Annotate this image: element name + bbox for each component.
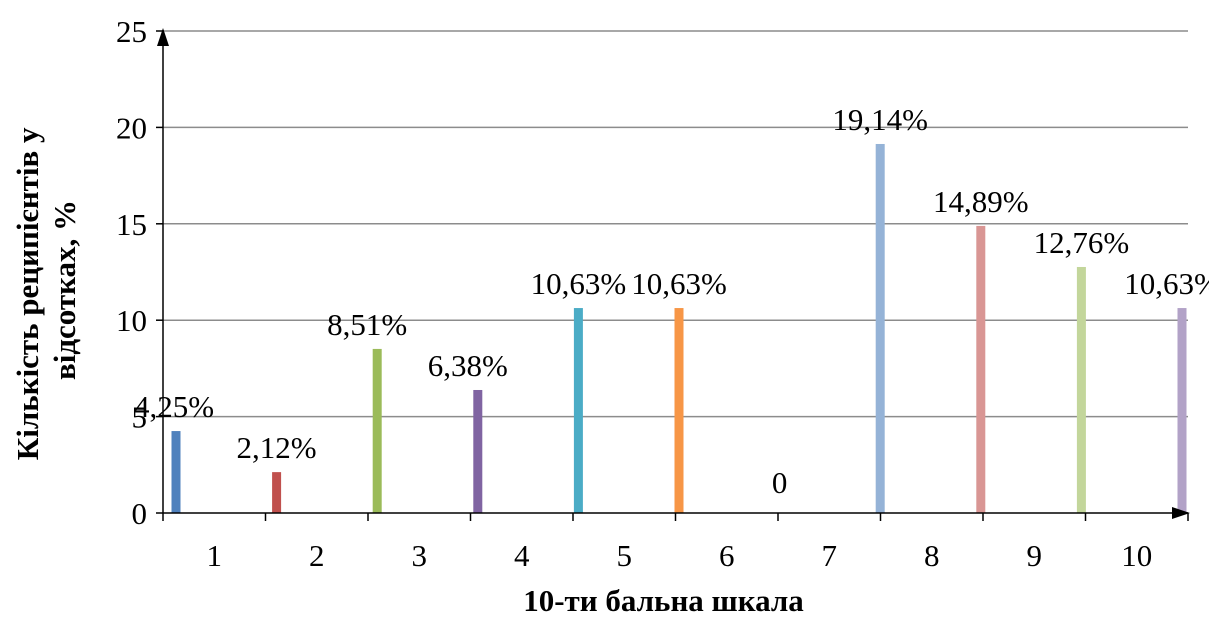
x-tick-label: 7 bbox=[822, 538, 838, 573]
x-tick-label: 1 bbox=[207, 538, 223, 573]
bar bbox=[674, 308, 684, 513]
data-label: 2,12% bbox=[237, 430, 317, 465]
y-tick-label: 5 bbox=[132, 400, 148, 435]
data-labels: 4,25%2,12%8,51%6,38%10,63% 10,63%019,14%1… bbox=[134, 102, 1209, 500]
y-axis-arrow bbox=[157, 28, 169, 46]
x-tick-label: 2 bbox=[309, 538, 325, 573]
bar bbox=[473, 389, 483, 513]
bar bbox=[875, 143, 885, 513]
bar bbox=[976, 225, 986, 513]
data-label: 10,63% bbox=[1124, 266, 1209, 301]
x-tick-labels: 1 2 3 4 5 6 7 8 9 10 bbox=[207, 538, 1153, 573]
x-tick-label: 6 bbox=[719, 538, 735, 573]
data-label: 6,38% bbox=[428, 348, 508, 383]
y-tick-label: 20 bbox=[116, 110, 147, 145]
data-label: 4,25% bbox=[134, 389, 214, 424]
data-label: 0 bbox=[772, 465, 788, 500]
y-tick-labels: 0 5 10 15 20 25 bbox=[116, 14, 147, 531]
y-axis-title: Кількість реципієнтів у відсотках, % bbox=[10, 120, 82, 461]
x-tick-label: 8 bbox=[924, 538, 940, 573]
x-tick-label: 3 bbox=[412, 538, 428, 573]
x-tick-label: 5 bbox=[617, 538, 633, 573]
x-tick-label: 4 bbox=[514, 538, 530, 573]
x-axis-title: 10-ти бальна шкала bbox=[523, 583, 804, 618]
x-axis-arrow bbox=[1172, 507, 1190, 519]
bar bbox=[1076, 266, 1086, 513]
data-label: 10,63% bbox=[631, 266, 727, 301]
y-axis-title-line-2: відсотках, % bbox=[47, 200, 82, 380]
bar bbox=[1177, 308, 1187, 513]
data-label: 14,89% bbox=[933, 184, 1029, 219]
y-tick-label: 15 bbox=[116, 207, 147, 242]
y-tick-label: 10 bbox=[116, 303, 147, 338]
bars bbox=[171, 143, 1187, 513]
axes bbox=[156, 28, 1190, 521]
bar bbox=[171, 431, 181, 513]
data-label: 8,51% bbox=[327, 307, 407, 342]
gridlines bbox=[163, 30, 1188, 418]
y-tick-label: 25 bbox=[116, 14, 147, 49]
bar bbox=[272, 472, 282, 513]
data-label: 19,14% bbox=[832, 102, 928, 137]
y-axis-title-line-1: Кількість реципієнтів у bbox=[10, 127, 45, 460]
bar bbox=[372, 348, 382, 513]
y-tick-label: 0 bbox=[132, 496, 148, 531]
x-tick-label: 10 bbox=[1121, 538, 1152, 573]
x-tick-label: 9 bbox=[1027, 538, 1043, 573]
data-label: 12,76% bbox=[1034, 225, 1130, 260]
data-label: 10,63% bbox=[531, 266, 627, 301]
bar bbox=[573, 308, 583, 513]
